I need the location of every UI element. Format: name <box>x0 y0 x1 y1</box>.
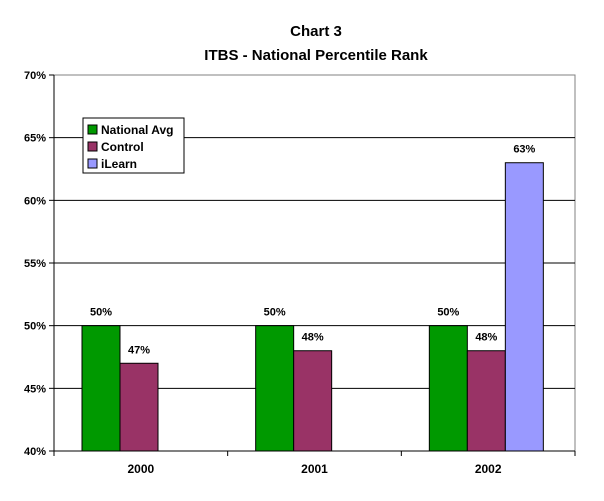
bar-national-avg <box>428 325 468 452</box>
data-label: 47% <box>128 344 150 356</box>
bar-control <box>466 350 506 452</box>
legend-box <box>82 117 185 174</box>
y-tick-label: 40% <box>24 446 46 458</box>
data-label: 63% <box>513 144 535 156</box>
x-tick-label: 2000 <box>127 462 154 476</box>
data-label: 48% <box>302 332 324 344</box>
y-tick-label: 60% <box>24 195 46 207</box>
bar-ilearn <box>504 162 544 452</box>
bar-national-avg <box>81 325 121 452</box>
x-tick-label: 2002 <box>475 462 502 476</box>
y-tick-label: 45% <box>24 383 46 395</box>
y-tick-label: 70% <box>24 70 46 82</box>
legend-entry: Control <box>101 140 144 154</box>
y-tick-label: 50% <box>24 321 46 333</box>
legend: National Avg Control iLearn <box>82 117 185 174</box>
data-label: 50% <box>264 307 286 319</box>
bar-control <box>119 362 159 452</box>
bar-control <box>293 350 333 452</box>
legend-swatch <box>87 158 98 169</box>
legend-entry: National Avg <box>101 123 173 137</box>
legend-swatch <box>87 124 98 135</box>
data-label: 50% <box>437 307 459 319</box>
bar-national-avg <box>255 325 295 452</box>
data-label: 48% <box>475 332 497 344</box>
chart-title: Chart 3 <box>290 23 342 40</box>
data-label: 50% <box>90 307 112 319</box>
chart-subtitle: ITBS - National Percentile Rank <box>204 47 428 64</box>
y-tick-label: 65% <box>24 133 46 145</box>
plot-area: 40% 45% 50% 55% 60% 65% 70% 2000 50% 47% 2001 50% 48… <box>24 70 576 476</box>
x-tick-label: 2001 <box>301 462 328 476</box>
legend-swatch <box>87 141 98 152</box>
y-tick-label: 55% <box>24 258 46 270</box>
legend-entry: iLearn <box>101 157 137 171</box>
